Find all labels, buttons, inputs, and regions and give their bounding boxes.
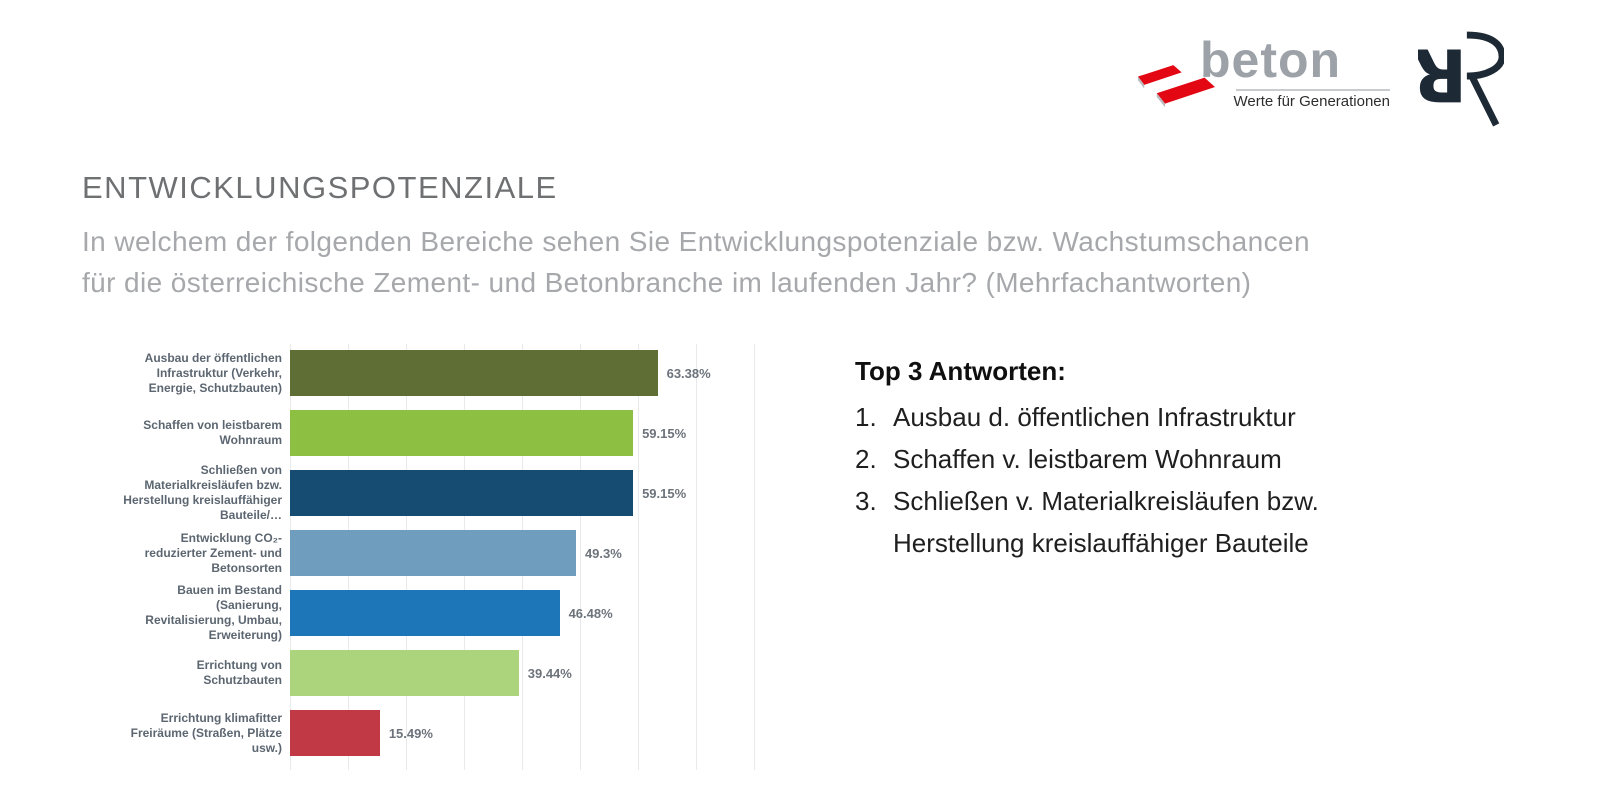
gridline [638, 344, 639, 770]
bar-track: 46.48% [290, 590, 754, 636]
top3-item-text: Schließen v. Materialkreisläufen bzw. He… [893, 486, 1319, 558]
gridline [580, 344, 581, 770]
bar-track: 59.15% [290, 470, 754, 516]
bar-track: 59.15% [290, 410, 754, 456]
top3-item-text: Schaffen v. leistbarem Wohnraum [893, 444, 1282, 474]
subtitle-line-1: In welchem der folgenden Bereiche sehen … [82, 226, 1310, 257]
value-label: 63.38% [666, 365, 711, 381]
value-label: 46.48% [568, 605, 613, 621]
beton-logo: beton Werte für Generationen [1138, 34, 1392, 114]
page-title: ENTWICKLUNGSPOTENZIALE [82, 170, 558, 205]
bar-track: 49.3% [290, 530, 754, 576]
value-label: 59.15% [642, 425, 687, 441]
beton-tagline: Werte für Generationen [1233, 93, 1390, 110]
top3-item: 2. Schaffen v. leistbarem Wohnraum [855, 438, 1319, 480]
chart-row: Errichtung von Schutzbauten 39.44% [82, 650, 754, 696]
category-label: Errichtung von Schutzbauten [196, 658, 282, 687]
top3-item-text: Ausbau d. öffentlichen Infrastruktur [893, 402, 1296, 432]
page-subtitle: In welchem der folgenden Bereiche sehen … [82, 221, 1310, 303]
category-label: Errichtung klimafitter Freiräume (Straße… [130, 710, 282, 755]
value-label: 15.49% [388, 725, 433, 741]
category-label: Bauen im Bestand (Sanierung, Revitalisie… [145, 583, 282, 642]
top3-item-number: 3. [855, 486, 877, 516]
chart-row: Bauen im Bestand (Sanierung, Revitalisie… [82, 583, 754, 642]
value-label: 49.3% [584, 545, 622, 561]
gridline [754, 344, 755, 770]
category-label: Ausbau der öffentlichen Infrastruktur (V… [144, 350, 282, 395]
gridline [696, 344, 697, 770]
bar [290, 350, 658, 396]
bar [290, 590, 560, 636]
svg-text:R: R [1418, 32, 1467, 116]
category-label: Entwicklung CO₂- reduzierter Zement- und… [144, 530, 282, 575]
bar-track: 39.44% [290, 650, 754, 696]
top3-item: 1. Ausbau d. öffentlichen Infrastruktur [855, 396, 1319, 438]
top3-item-number: 2. [855, 444, 877, 474]
top3-heading: Top 3 Antworten: [855, 356, 1066, 386]
chart-row: Schaffen von leistbarem Wohnraum 59.15% [82, 410, 754, 456]
rr-monogram-icon: R [1418, 31, 1504, 127]
bar [290, 470, 634, 516]
category-label: Schließen von Materialkreisläufen bzw. H… [123, 463, 282, 522]
top3-item: 3. Schließen v. Materialkreisläufen bzw.… [855, 480, 1319, 564]
bar [290, 410, 634, 456]
value-label: 59.15% [642, 485, 687, 501]
chart-row: Schließen von Materialkreisläufen bzw. H… [82, 463, 754, 522]
bar-chart: Ausbau der öffentlichen Infrastruktur (V… [82, 344, 755, 770]
category-label: Schaffen von leistbarem Wohnraum [143, 418, 282, 447]
bar [290, 710, 380, 756]
beton-logo-divider [1236, 89, 1390, 91]
bar [290, 650, 519, 696]
bar-track: 15.49% [290, 710, 754, 756]
beton-red-stripes-icon [1138, 65, 1215, 108]
beton-brand-text: beton [1200, 32, 1342, 88]
top3-item-number: 1. [855, 402, 877, 432]
subtitle-line-2: für die österreichische Zement- und Beto… [82, 267, 1252, 298]
chart-row: Errichtung klimafitter Freiräume (Straße… [82, 710, 754, 756]
value-label: 39.44% [527, 665, 572, 681]
chart-row: Ausbau der öffentlichen Infrastruktur (V… [82, 350, 754, 396]
top3-answers: Top 3 Antworten: 1. Ausbau d. öffentlich… [855, 356, 1319, 564]
bar [290, 530, 576, 576]
bar-track: 63.38% [290, 350, 754, 396]
chart-row: Entwicklung CO₂- reduzierter Zement- und… [82, 530, 754, 576]
